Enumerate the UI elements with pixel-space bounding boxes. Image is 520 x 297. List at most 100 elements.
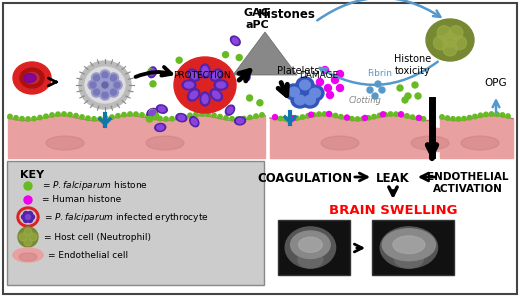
- Circle shape: [317, 112, 321, 116]
- Circle shape: [236, 55, 242, 61]
- Circle shape: [90, 82, 96, 88]
- Ellipse shape: [174, 57, 236, 113]
- Circle shape: [218, 114, 222, 119]
- Circle shape: [102, 92, 108, 98]
- Circle shape: [21, 214, 27, 219]
- Ellipse shape: [200, 92, 210, 106]
- Ellipse shape: [295, 95, 305, 105]
- Circle shape: [328, 112, 332, 117]
- Ellipse shape: [210, 69, 223, 81]
- Circle shape: [140, 113, 144, 117]
- Circle shape: [112, 80, 122, 90]
- Ellipse shape: [146, 136, 184, 150]
- Text: DAMAGE: DAMAGE: [299, 70, 338, 80]
- Circle shape: [94, 75, 99, 81]
- Ellipse shape: [20, 68, 44, 88]
- Circle shape: [434, 36, 448, 50]
- Text: Clotting: Clotting: [348, 96, 382, 105]
- Circle shape: [100, 90, 110, 100]
- Text: Fibrin: Fibrin: [368, 69, 393, 78]
- Circle shape: [29, 233, 37, 241]
- Circle shape: [260, 113, 264, 117]
- Circle shape: [38, 115, 42, 120]
- Circle shape: [114, 82, 120, 88]
- Ellipse shape: [148, 67, 157, 78]
- Circle shape: [14, 116, 18, 120]
- Text: Histone
toxicity: Histone toxicity: [394, 54, 432, 76]
- Circle shape: [28, 211, 32, 217]
- Circle shape: [242, 116, 246, 121]
- Bar: [372, 220, 454, 275]
- Circle shape: [394, 112, 398, 116]
- Ellipse shape: [155, 124, 166, 132]
- Circle shape: [284, 117, 288, 121]
- Circle shape: [248, 115, 252, 120]
- Circle shape: [301, 115, 305, 119]
- Ellipse shape: [298, 251, 323, 268]
- Circle shape: [20, 116, 24, 121]
- Ellipse shape: [395, 251, 423, 268]
- Ellipse shape: [188, 69, 200, 81]
- Circle shape: [449, 26, 463, 40]
- Circle shape: [321, 67, 329, 73]
- Circle shape: [410, 115, 415, 119]
- Circle shape: [339, 115, 343, 119]
- Circle shape: [254, 114, 258, 118]
- Circle shape: [355, 117, 360, 121]
- Ellipse shape: [202, 94, 208, 103]
- Circle shape: [489, 112, 493, 116]
- Ellipse shape: [393, 236, 425, 254]
- Circle shape: [375, 81, 381, 87]
- Text: = $\it{P. falciparum}$ histone: = $\it{P. falciparum}$ histone: [42, 179, 148, 192]
- Circle shape: [272, 115, 278, 120]
- Circle shape: [336, 70, 344, 78]
- Circle shape: [397, 85, 403, 91]
- Circle shape: [437, 26, 451, 40]
- Ellipse shape: [135, 128, 195, 152]
- Circle shape: [372, 93, 378, 99]
- Ellipse shape: [178, 115, 185, 120]
- Ellipse shape: [305, 95, 316, 105]
- Circle shape: [164, 117, 168, 121]
- Circle shape: [415, 93, 421, 99]
- Ellipse shape: [285, 227, 335, 268]
- Ellipse shape: [382, 229, 436, 261]
- Ellipse shape: [19, 253, 37, 261]
- Circle shape: [68, 112, 72, 117]
- Ellipse shape: [182, 80, 196, 90]
- Circle shape: [311, 113, 316, 117]
- Ellipse shape: [157, 105, 167, 113]
- Circle shape: [467, 116, 472, 120]
- Circle shape: [361, 116, 365, 121]
- Circle shape: [399, 113, 404, 117]
- Circle shape: [327, 111, 332, 116]
- Circle shape: [405, 114, 409, 118]
- Ellipse shape: [411, 136, 449, 150]
- Text: PROTECTION: PROTECTION: [173, 70, 231, 80]
- Circle shape: [416, 116, 420, 120]
- Circle shape: [317, 78, 323, 86]
- Circle shape: [110, 89, 116, 95]
- Circle shape: [388, 112, 393, 116]
- Ellipse shape: [191, 119, 197, 125]
- Circle shape: [484, 112, 488, 117]
- Ellipse shape: [232, 38, 238, 44]
- Ellipse shape: [216, 82, 226, 88]
- Circle shape: [362, 116, 368, 120]
- Circle shape: [24, 238, 32, 246]
- Circle shape: [80, 115, 84, 119]
- Circle shape: [206, 112, 210, 116]
- Circle shape: [452, 36, 466, 50]
- Circle shape: [24, 228, 32, 236]
- Ellipse shape: [291, 231, 330, 258]
- Ellipse shape: [242, 72, 249, 79]
- Ellipse shape: [249, 59, 254, 66]
- Circle shape: [194, 112, 198, 116]
- Circle shape: [367, 87, 373, 93]
- Ellipse shape: [213, 91, 220, 99]
- Ellipse shape: [450, 128, 510, 152]
- Ellipse shape: [35, 128, 95, 152]
- Ellipse shape: [157, 125, 164, 130]
- Circle shape: [74, 113, 78, 118]
- Circle shape: [50, 113, 54, 117]
